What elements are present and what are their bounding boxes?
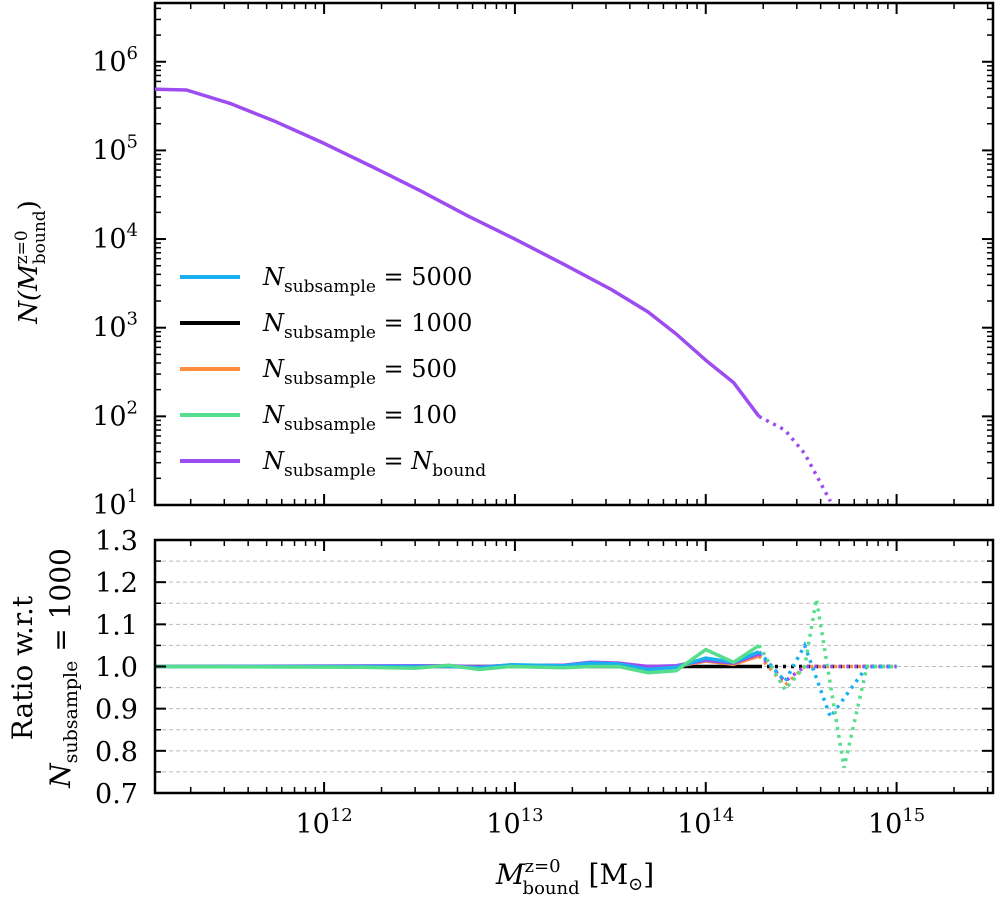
legend-n100-main: N bbox=[262, 401, 285, 429]
bottom-xtick-label-exp: 14 bbox=[711, 805, 734, 826]
bottom-xtick-label-exp: 12 bbox=[330, 805, 353, 826]
bottom-xtick-label-exp: 13 bbox=[521, 805, 544, 826]
top-ticks bbox=[155, 3, 993, 506]
legend-nbound-tail: bound bbox=[432, 461, 486, 481]
legend-n1000-eq: = 1000 bbox=[376, 309, 472, 337]
top-curve-dotted bbox=[758, 414, 832, 503]
bottom-ylabel-line2-main: N bbox=[44, 762, 77, 789]
top-ytick-label: 106 bbox=[92, 43, 138, 78]
legend-nbound-sub: subsample bbox=[284, 461, 376, 481]
bottom-ytick-label: 1.1 bbox=[95, 610, 138, 641]
bottom-xtick-label-base: 10 bbox=[868, 809, 902, 840]
top-ylabel-sup: z=0 bbox=[12, 230, 32, 264]
top-ytick-label-exp: 4 bbox=[127, 220, 138, 241]
bottom-ticks bbox=[155, 539, 993, 794]
top-ytick-label-base: 10 bbox=[92, 224, 126, 255]
top-ytick-label-base: 10 bbox=[92, 135, 126, 166]
bottom-ylabel-line1: Ratio w.r.t bbox=[6, 595, 39, 740]
top-ytick-label-exp: 1 bbox=[127, 486, 138, 507]
bottom-ytick-labels: 0.7 0.8 0.9 1.0 1.1 1.2 1.3 bbox=[95, 526, 138, 810]
bottom-lines bbox=[154, 598, 897, 769]
xlabel: Mz=0 bound [M⊙] bbox=[495, 856, 654, 899]
top-ylabel-close: ) bbox=[14, 200, 44, 210]
top-ylabel-main: N(M bbox=[14, 263, 44, 325]
legend-n1000-sub: subsample bbox=[284, 323, 376, 343]
top-ytick-label: 105 bbox=[92, 131, 138, 166]
xlabel-unit: [M bbox=[580, 858, 629, 891]
top-plot-frame bbox=[153, 1, 995, 507]
xlabel-close: ] bbox=[643, 858, 654, 891]
legend-n500-sub: subsample bbox=[284, 369, 376, 389]
ratio-n100-solid bbox=[154, 643, 760, 675]
bottom-ytick-label: 0.7 bbox=[95, 779, 138, 810]
xlabel-sub: bound bbox=[523, 878, 580, 899]
bottom-xtick-label-base: 10 bbox=[677, 809, 711, 840]
bottom-ytick-label: 0.8 bbox=[95, 737, 138, 768]
legend-label-nbound: Nsubsample = Nbound bbox=[262, 447, 486, 481]
top-ytick-label-exp: 2 bbox=[127, 397, 138, 418]
top-ylabel-sub: bound bbox=[30, 210, 50, 264]
legend-nbound-main: N bbox=[262, 447, 285, 475]
legend-n100-sub: subsample bbox=[284, 415, 376, 435]
xlabel-unit-sub: ⊙ bbox=[628, 874, 643, 895]
bottom-ylabel-line2: Nsubsample = 1000 bbox=[44, 548, 82, 789]
top-ylabel: N(Mz=0bound) bbox=[12, 200, 50, 325]
top-ytick-label: 101 bbox=[92, 486, 138, 521]
bottom-xtick-label: 1012 bbox=[295, 805, 352, 840]
legend-nbound-eq: = N bbox=[376, 447, 433, 475]
legend-label-n5000: Nsubsample = 5000 bbox=[262, 263, 472, 297]
bottom-ytick-label: 1.2 bbox=[95, 568, 138, 599]
legend-n500-main: N bbox=[262, 355, 285, 383]
bottom-xtick-label: 1013 bbox=[486, 805, 543, 840]
ratio-n5000-dotted bbox=[757, 641, 897, 721]
legend-n1000-main: N bbox=[262, 309, 285, 337]
top-ytick-label-base: 10 bbox=[92, 401, 126, 432]
legend-label-n1000: Nsubsample = 1000 bbox=[262, 309, 472, 343]
top-lines bbox=[154, 87, 832, 503]
bottom-xtick-label: 1015 bbox=[868, 805, 925, 840]
bottom-ylabel-line2-sub: subsample bbox=[60, 661, 82, 764]
ratio-n100-dotted bbox=[757, 598, 897, 769]
bottom-panel: 0.70.80.91.01.11.21.3 1012 1013 1014 1015 R… bbox=[6, 526, 995, 899]
xlabel-main: M bbox=[495, 858, 526, 891]
bottom-ytick-label: 1.3 bbox=[95, 526, 138, 557]
xlabel-sup: z=0 bbox=[525, 856, 561, 877]
bottom-ylabel-line2-tail: = 1000 bbox=[44, 548, 77, 661]
legend-n100-eq: = 100 bbox=[376, 401, 457, 429]
top-ytick-label-base: 10 bbox=[92, 490, 126, 521]
legend-n5000-main: N bbox=[262, 263, 285, 291]
bottom-xtick-label-base: 10 bbox=[486, 809, 520, 840]
top-ytick-label-exp: 3 bbox=[127, 309, 138, 330]
legend-label-n500: Nsubsample = 500 bbox=[262, 355, 457, 389]
top-curve-solid bbox=[154, 87, 761, 418]
bottom-ytick-label: 0.9 bbox=[95, 695, 138, 726]
bottom-xtick-labels: 1012 1013 1014 1015 bbox=[295, 805, 925, 840]
top-ytick-label-base: 10 bbox=[92, 313, 126, 344]
legend-n5000-eq: = 5000 bbox=[376, 263, 472, 291]
bottom-xtick-label: 1014 bbox=[677, 805, 734, 840]
top-ytick-label: 103 bbox=[92, 309, 138, 344]
bottom-xtick-label-base: 10 bbox=[295, 809, 329, 840]
legend-n5000-sub: subsample bbox=[284, 277, 376, 297]
legend: Nsubsample = 5000 Nsubsample = 1000 Nsub… bbox=[180, 263, 486, 481]
legend-label-n100: Nsubsample = 100 bbox=[262, 401, 457, 435]
ratio-nbound-dotted bbox=[757, 652, 897, 684]
top-ytick-label: 104 bbox=[92, 220, 138, 255]
top-ytick-label-exp: 6 bbox=[127, 43, 138, 64]
top-ytick-label-exp: 5 bbox=[127, 131, 138, 152]
legend-n500-eq: = 500 bbox=[376, 355, 457, 383]
bottom-ytick-label: 1.0 bbox=[95, 653, 138, 684]
bottom-xtick-label-exp: 15 bbox=[902, 805, 925, 826]
top-ytick-label-base: 10 bbox=[92, 47, 126, 78]
top-ytick-label: 102 bbox=[92, 397, 138, 432]
